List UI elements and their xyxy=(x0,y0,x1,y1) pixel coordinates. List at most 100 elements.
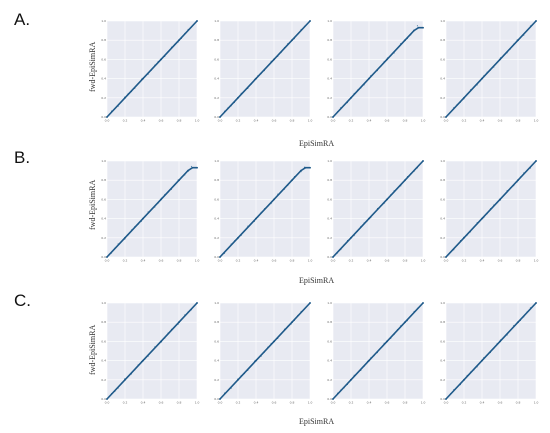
scatter-dot xyxy=(134,225,136,228)
scatter-dot xyxy=(483,356,485,359)
data-point xyxy=(517,39,519,42)
scatter-dot xyxy=(127,375,129,377)
data-point xyxy=(445,256,447,258)
scatter-dot xyxy=(164,193,166,195)
scatter-dot xyxy=(267,346,269,348)
scatter-dot xyxy=(140,78,143,80)
plot-c-2: 0.00.0 0.2 0.2 0.4 0.4 0.6 0.6 0.8 0.8 1.0 1.0 xyxy=(214,301,312,405)
scatter-dot xyxy=(263,351,266,353)
x-tick-label: 0.4 xyxy=(141,119,146,123)
scatter-dot xyxy=(413,29,415,31)
scatter-dot xyxy=(277,337,279,340)
y-tick-label: 0.4 xyxy=(327,217,332,221)
scatter-dot xyxy=(513,325,515,327)
scatter-dot xyxy=(356,372,359,374)
y-tick-label: 0.2 xyxy=(440,96,445,100)
y-tick-label: 0.0 xyxy=(440,115,445,119)
ylabel-c: fwd-EpiSimRA xyxy=(88,324,97,375)
scatter-dot xyxy=(496,202,498,204)
scatter-dot xyxy=(184,32,186,35)
scatter-dot xyxy=(350,379,352,381)
scatter-dot xyxy=(233,101,236,104)
scatter-dot xyxy=(257,357,259,360)
x-tick-label: 0.6 xyxy=(159,401,164,405)
scatter-dot xyxy=(393,334,395,336)
scatter-dot xyxy=(160,197,162,199)
scatter-dot xyxy=(449,251,452,253)
x-tick-label: 0.6 xyxy=(159,259,164,263)
x-tick-label: 0.6 xyxy=(498,401,503,405)
plot-c-3: 0.00.0 0.2 0.2 0.4 0.4 0.6 0.6 0.8 0.8 1.0 1.0 xyxy=(327,301,425,405)
scatter-dot xyxy=(526,30,528,32)
x-tick-label: 0.0 xyxy=(331,119,336,123)
plot-a-1: 0.00.0 0.2 0.2 0.4 0.4 0.6 0.6 0.8 0.8 1.0 1.0 xyxy=(101,19,199,123)
scatter-dot xyxy=(483,75,485,77)
y-tick-label: 0.8 xyxy=(101,320,106,324)
x-tick-label: 1.0 xyxy=(534,119,539,123)
scatter-dot xyxy=(373,72,375,74)
scatter-dot xyxy=(519,37,521,39)
data-point xyxy=(445,398,447,400)
y-tick-label: 0.0 xyxy=(440,397,445,401)
scatter-dot xyxy=(243,230,246,232)
plot-a-2: 0.00.0 0.2 0.2 0.4 0.4 0.6 0.6 0.8 0.8 1.0 1.0 xyxy=(214,19,312,123)
scatter-dot xyxy=(523,172,525,174)
y-tick-label: 1.0 xyxy=(440,301,445,305)
scatter-dot xyxy=(154,64,156,66)
scatter-dot xyxy=(287,43,289,45)
scatter-dot xyxy=(376,207,379,209)
scatter-dot xyxy=(353,235,355,237)
scatter-dot xyxy=(343,244,345,246)
y-tick-label: 1.0 xyxy=(440,19,445,23)
y-tick-label: 0.0 xyxy=(327,115,332,119)
scatter-dot xyxy=(346,383,349,386)
scatter-dot xyxy=(456,244,458,246)
y-tick-label: 0.4 xyxy=(101,217,106,221)
scatter-dot xyxy=(243,373,246,375)
scatter-dot xyxy=(117,387,119,389)
scatter-dot xyxy=(164,337,166,339)
scatter-dot xyxy=(403,40,405,42)
scatter-dot xyxy=(130,91,133,93)
scatter-dot xyxy=(283,328,285,330)
scatter-dot xyxy=(260,211,262,213)
scatter-dot xyxy=(370,357,372,359)
data-point xyxy=(404,321,406,324)
y-tick-label: 0.6 xyxy=(327,57,332,61)
data-point xyxy=(196,20,198,22)
scatter-dot xyxy=(410,315,412,317)
data-point xyxy=(368,217,370,220)
scatter-dot xyxy=(177,41,179,43)
scatter-dot xyxy=(253,220,256,222)
scatter-dot xyxy=(413,310,415,312)
scatter-dot xyxy=(174,326,176,328)
scatter-dot xyxy=(293,319,295,322)
scatter-dot xyxy=(469,89,472,91)
y-tick-label: 1.0 xyxy=(327,19,332,23)
scatter-dot xyxy=(223,252,226,254)
scatter-dot xyxy=(160,58,162,60)
scatter-dot xyxy=(117,105,119,107)
x-tick-label: 0.4 xyxy=(480,259,485,263)
scatter-dot xyxy=(124,96,126,98)
x-tick-label: 0.8 xyxy=(290,119,295,123)
scatter-dot xyxy=(526,311,528,313)
data-point xyxy=(219,256,221,258)
data-point xyxy=(255,217,257,220)
scatter-dot xyxy=(526,170,528,172)
y-tick-label: 0.8 xyxy=(214,38,219,42)
x-tick-label: 0.2 xyxy=(236,119,241,123)
y-tick-label: 0.6 xyxy=(440,57,445,61)
y-tick-label: 0.2 xyxy=(327,236,332,240)
scatter-dot xyxy=(227,248,229,250)
scatter-dot xyxy=(400,185,402,187)
y-tick-label: 0.8 xyxy=(440,320,445,324)
scatter-dot xyxy=(350,237,352,239)
scatter-dot xyxy=(230,387,232,389)
data-point xyxy=(332,256,334,258)
y-tick-label: 1.0 xyxy=(101,301,106,305)
x-tick-label: 0.0 xyxy=(444,259,449,263)
scatter-dot xyxy=(406,175,408,178)
scatter-dot xyxy=(336,111,339,113)
scatter-dot xyxy=(483,217,485,219)
